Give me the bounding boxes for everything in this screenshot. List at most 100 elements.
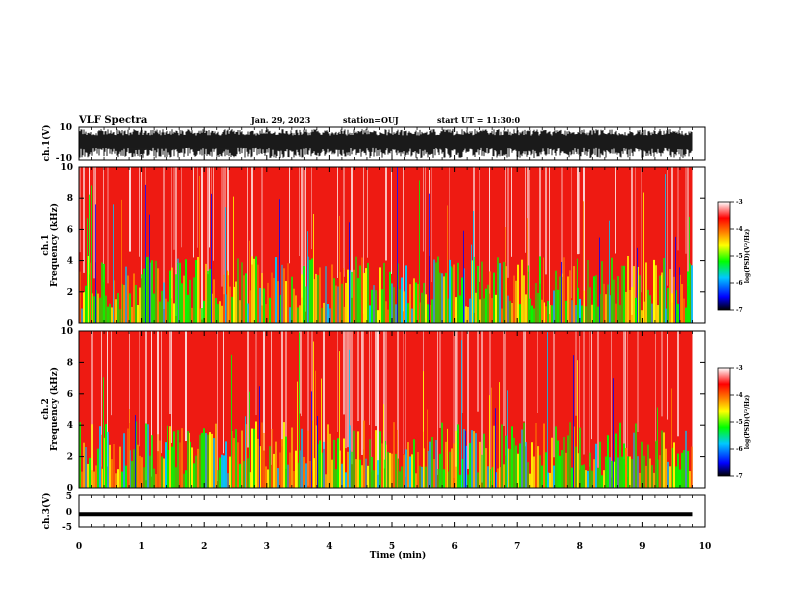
ch1-spectrogram-spike [665,174,666,323]
ch1-freq-tick-label: 2 [67,288,73,298]
ch2-spectrogram-spike [499,382,500,488]
ch1-spectrogram-lowband [457,262,459,323]
ch1-colorbar-ticks: -3 -4 -5 -6 -7 [730,199,743,314]
ch2-spectrogram-lowband [531,442,533,488]
ch1-spectrogram-lowband [181,283,183,323]
ch1-spectrogram-streak [141,167,142,279]
ch2-spectrogram-streak [537,331,538,414]
ch2-spectrogram-lowband [181,428,183,488]
ch2-spectrogram-lowband [143,467,145,488]
ch2-spectrogram-lowband [653,472,655,488]
ch2-spectrogram-lowband [269,446,271,488]
ch1-spectrogram-lowband [405,265,407,323]
ch1-spectrogram-lowband [559,276,561,323]
ch2-spectrogram-lowband [121,471,123,488]
ch2-spectrogram-lowband [137,444,139,488]
ch2-spectrogram-lowband [271,428,273,488]
ch2-spectrogram-lowband [511,426,513,488]
ch1-spectrogram-spike [447,205,448,323]
ch1-spectrogram-lowband [575,305,577,323]
ch1-spectrogram-lowband [289,307,291,323]
ch2-spectrogram-lowband [667,461,669,488]
ch2-spectrogram-lowband [323,441,325,488]
ch2-spectrogram-lowband [589,452,591,488]
ch1-spectrogram-spike [429,193,430,323]
ch2-spectrogram-image [79,331,693,488]
ch2-spectrogram-lowband [161,456,163,488]
ch1-colorbar-tick-label: -5 [736,253,743,260]
ch1-spectrogram-lowband [549,304,551,323]
ch1-spectrogram-spike [89,194,90,323]
ch1-spectrogram-lowband [173,303,175,323]
ch1-spectrogram-lowband [507,295,509,323]
ch1-spectrogram-lowband [143,268,145,323]
ch2-spectrogram-lowband [631,459,633,488]
ch2-spectrogram-lowband [569,422,571,488]
ch2-spectrogram-lowband [599,441,601,488]
ch1-spectrogram-streak [423,167,424,252]
ch2-spectrogram-lowband [407,442,409,488]
ch2-spectrogram-lowband [675,466,677,488]
ch2-spectrogram-lowband [369,439,371,488]
ch1-spectrogram-lowband [303,266,305,323]
ch1-spectrogram-lowband [437,256,439,323]
ch1-spectrogram-lowband [403,291,405,323]
ch1-spectrogram-streak [635,167,636,306]
ch3-ylabel: ch.3(V) [41,493,52,530]
ch2-spectrogram-lowband [267,469,269,488]
ch1-spectrogram-lowband [101,262,103,323]
ch2-spectrogram-lowband [587,470,589,488]
ch1-spectrogram-lowband [323,302,325,323]
ch1-colorbar-tick-label: -3 [736,199,743,206]
ch2-spectrogram-lowband [521,429,523,488]
ch1-spectrogram-lowband [673,276,675,323]
ch2-spectrogram-lowband [141,457,143,488]
ch2-spectrogram-streak [403,331,404,454]
ch1-spectrogram-spike [113,204,114,323]
ch2-spectrogram-streak [455,331,457,467]
ch2-colorbar-ticks: -3 -4 -5 -6 -7 [730,365,743,480]
ch2-spectrogram-lowband [93,471,95,488]
ch2-spectrogram-spike [507,390,508,488]
ch1-spectrogram-lowband [359,265,361,323]
ch2-spectrogram-streak [523,331,525,422]
ch2-spectrogram-lowband [237,442,239,488]
ch2-spectrogram-lowband [617,457,619,488]
ch3-ytick-bottom: -5 [62,523,72,533]
ch2-spectrogram-streak [285,331,287,469]
ch2-spectrogram-lowband [227,473,229,488]
ch2-spectrogram-lowband [191,447,193,488]
ch2-spectrogram-lowband [255,421,257,488]
ch1-spectrogram-lowband [591,304,593,323]
ch2-spectrogram-lowband [435,440,437,488]
ch1-spectrogram-lowband [311,258,313,323]
ch1-spectrogram-spike [675,236,676,323]
ch2-spectrogram-lowband [389,452,391,488]
ch2-spectrogram-lowband [173,431,175,488]
ch2-spectrogram-lowband [517,453,519,488]
ch1-spectrogram-lowband [563,257,565,323]
ch2-spectrogram-streak [307,331,309,486]
ch1-spectrogram-spike [583,201,584,323]
ch1-ylabel: ch.1(V) [41,125,52,162]
ch2-spectrogram-streak [323,331,325,449]
ch1-spectrogram-lowband [117,293,119,323]
ch2-spectrogram-streak [405,331,406,477]
ch1-spectrogram-lowband [459,295,461,323]
ch2-spectrogram-lowband [277,468,279,488]
ch1-spectrogram-streak [641,167,642,293]
ch1-spectrogram-spike [689,216,690,323]
ch1-spectrogram-lowband [337,286,339,323]
ch1-spectrogram-lowband [115,299,117,323]
ch2-spectrogram-lowband [533,456,535,488]
ch1-colorbar-tick-label: -7 [736,307,743,314]
ch2-spectrogram-spike [231,354,232,488]
ch2-spectrogram-lowband [583,464,585,488]
ch1-spectrogram-spike [249,240,250,323]
ch1-spectrogram-lowband [439,272,441,323]
ch1-spectrogram-lowband [585,306,587,323]
ch2-spectrogram-lowband [611,460,613,488]
ch1-waveform-trace [79,129,693,158]
ch1-spectrogram-lowband [519,304,521,323]
